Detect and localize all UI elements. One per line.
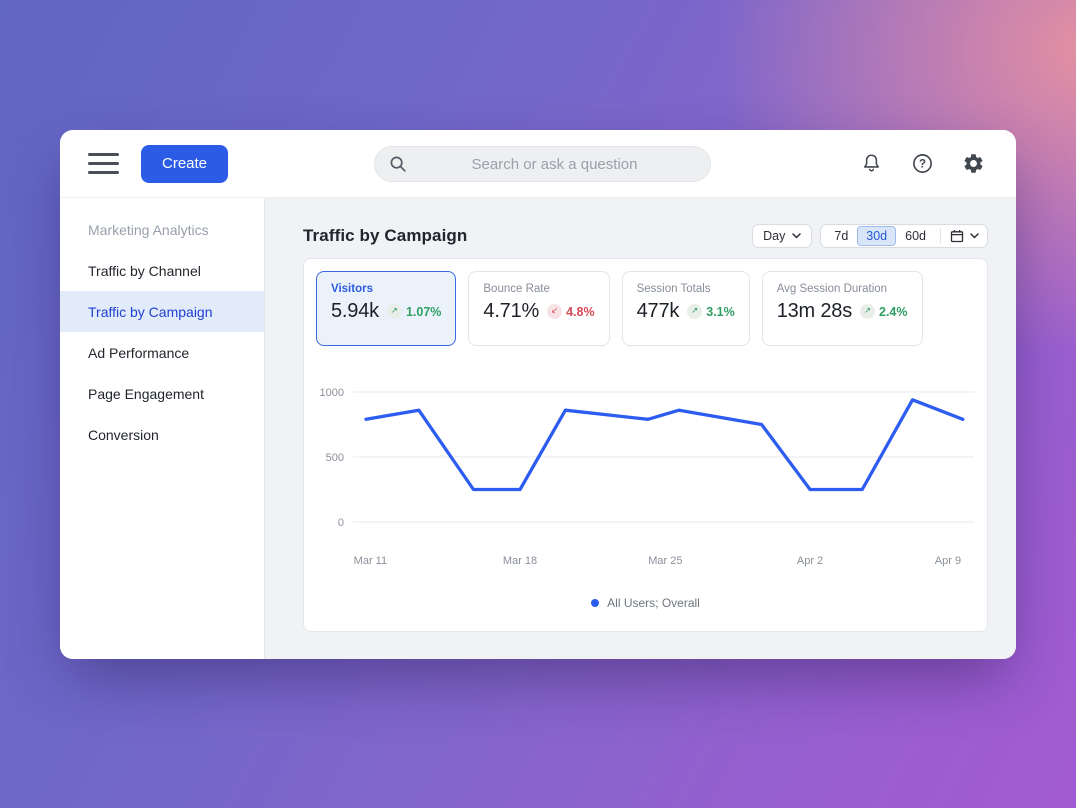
search-input[interactable]: [375, 147, 710, 181]
svg-text:0: 0: [338, 517, 344, 529]
search-field[interactable]: [374, 146, 711, 182]
settings-gear-icon[interactable]: [960, 151, 986, 177]
metric-value: 5.94k: [331, 300, 379, 322]
metric-label: Visitors: [331, 283, 373, 295]
traffic-chart-card: Visitors 5.94k ↗ 1.07% Bounce Rate 4.: [303, 258, 988, 632]
chart-legend: All Users; Overall: [316, 593, 975, 613]
page-title: Traffic by Campaign: [303, 226, 468, 245]
chart-controls: Day 7d 30d 60d: [752, 224, 988, 248]
metric-value: 4.71%: [483, 300, 540, 322]
metric-card-visitors[interactable]: Visitors 5.94k ↗ 1.07%: [316, 271, 457, 346]
range-selector: 7d 30d 60d: [820, 224, 988, 248]
range-30d-button[interactable]: 30d: [857, 226, 897, 246]
sidebar-item-page-engagement[interactable]: Page Engagement: [88, 385, 204, 402]
sidebar-section-label: Marketing Analytics: [88, 222, 209, 238]
date-picker-button[interactable]: [946, 229, 983, 243]
traffic-line-chart[interactable]: 0 500 1000 Mar 11 Mar 18 Mar 25 Apr 2 Apr 9: [316, 356, 975, 593]
metric-cards: Visitors 5.94k ↗ 1.07% Bounce Rate 4.: [316, 271, 975, 346]
svg-text:?: ?: [918, 159, 925, 171]
svg-text:Apr 2: Apr 2: [797, 555, 823, 567]
metric-delta: 4.8%: [566, 304, 595, 319]
metric-card-bounce-rate[interactable]: Bounce Rate 4.71% ↙ 4.8%: [468, 271, 610, 346]
metric-value: 477k: [636, 300, 680, 322]
legend-dot-icon: [591, 599, 600, 607]
notifications-bell-icon[interactable]: [858, 151, 884, 177]
metric-value: 13m 28s: [776, 300, 853, 322]
trend-up-icon: ↗: [687, 304, 703, 319]
svg-text:Apr 9: Apr 9: [935, 555, 961, 567]
metric-label: Session Totals: [636, 283, 711, 295]
trend-up-icon: ↗: [386, 304, 402, 319]
metric-delta: 2.4%: [879, 304, 908, 319]
create-button[interactable]: Create: [141, 144, 229, 183]
trend-badge: ↗ 1.07%: [386, 304, 442, 319]
search-icon: [390, 156, 406, 172]
trend-badge: ↙ 4.8%: [547, 304, 595, 319]
chevron-down-icon: [792, 233, 802, 239]
trend-badge: ↗ 3.1%: [687, 304, 735, 319]
range-60d-button[interactable]: 60d: [896, 226, 935, 246]
sidebar-item-ad-performance[interactable]: Ad Performance: [88, 344, 190, 361]
trend-up-icon: ↗: [860, 304, 875, 319]
svg-text:500: 500: [326, 452, 344, 464]
svg-text:Mar 25: Mar 25: [648, 555, 682, 567]
sidebar-item-traffic-by-channel[interactable]: Traffic by Channel: [88, 262, 201, 279]
trend-badge: ↗ 2.4%: [860, 304, 908, 319]
svg-text:Mar 11: Mar 11: [354, 555, 387, 567]
help-icon[interactable]: ?: [909, 151, 935, 177]
divider: [940, 228, 941, 244]
svg-text:Mar 18: Mar 18: [503, 555, 537, 567]
metric-card-avg-session-duration[interactable]: Avg Session Duration 13m 28s ↗ 2.4%: [761, 271, 923, 346]
interval-dropdown[interactable]: Day: [752, 224, 813, 248]
app-window: Create ?: [60, 130, 1016, 659]
sidebar-item-traffic-by-campaign[interactable]: Traffic by Campaign: [60, 291, 264, 332]
sidebar-item-conversion[interactable]: Conversion: [88, 426, 159, 443]
trend-down-icon: ↙: [547, 304, 563, 319]
metric-card-session-totals[interactable]: Session Totals 477k ↗ 3.1%: [621, 271, 750, 346]
chevron-down-icon: [970, 233, 979, 239]
topbar-icons: ?: [858, 151, 986, 177]
metric-label: Bounce Rate: [483, 283, 550, 295]
metric-delta: 3.1%: [706, 304, 735, 319]
topbar: Create ?: [60, 130, 1016, 198]
main-content: Traffic by Campaign Day 7d 30d 60d: [265, 198, 1016, 659]
range-7d-button[interactable]: 7d: [825, 226, 857, 246]
menu-icon[interactable]: [88, 153, 119, 174]
svg-text:1000: 1000: [320, 387, 344, 399]
metric-label: Avg Session Duration: [776, 283, 888, 295]
calendar-icon: [950, 230, 964, 243]
metric-delta: 1.07%: [405, 304, 442, 319]
legend-label: All Users; Overall: [607, 596, 700, 610]
sidebar: Marketing Analytics Traffic by Channel T…: [60, 198, 265, 659]
